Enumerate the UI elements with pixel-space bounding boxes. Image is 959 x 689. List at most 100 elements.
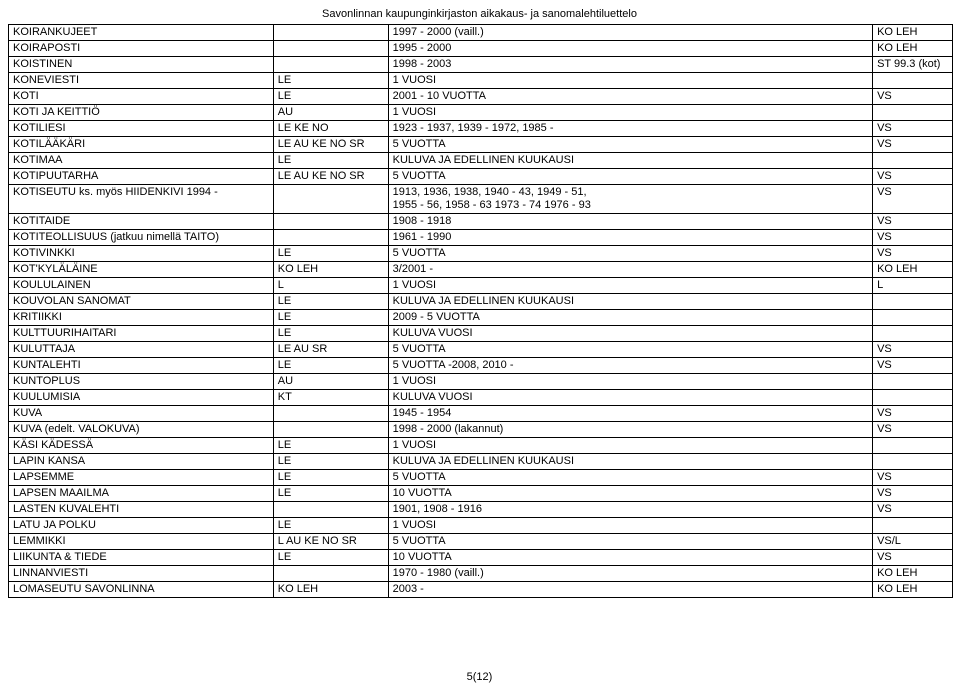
- table-cell: 10 VUOTTA: [388, 486, 872, 502]
- table-cell: 1901, 1908 - 1916: [388, 502, 872, 518]
- table-cell: 5 VUOTTA: [388, 137, 872, 153]
- table-cell: 1923 - 1937, 1939 - 1972, 1985 -: [388, 121, 872, 137]
- table-row: KOTILÄÄKÄRILE AU KE NO SR5 VUOTTAVS: [9, 137, 953, 153]
- table-cell: [273, 214, 388, 230]
- table-cell: L: [273, 278, 388, 294]
- table-cell: KOT'KYLÄLÄINE: [9, 262, 274, 278]
- table-cell: 5 VUOTTA -2008, 2010 -: [388, 358, 872, 374]
- table-cell: KOTI: [9, 89, 274, 105]
- table-cell: LE: [273, 294, 388, 310]
- table-cell: KOTITEOLLISUUS (jatkuu nimellä TAITO): [9, 230, 274, 246]
- table-cell: 1 VUOSI: [388, 105, 872, 121]
- table-cell: KO LEH: [273, 582, 388, 598]
- table-cell: LAPSEN MAAILMA: [9, 486, 274, 502]
- table-cell: KOTIPUUTARHA: [9, 169, 274, 185]
- table-cell: LAPSEMME: [9, 470, 274, 486]
- table-cell: KOTILÄÄKÄRI: [9, 137, 274, 153]
- table-row: KOTILIESILE KE NO1923 - 1937, 1939 - 197…: [9, 121, 953, 137]
- table-cell: LE: [273, 454, 388, 470]
- table-cell: 1913, 1936, 1938, 1940 - 43, 1949 - 51,1…: [388, 185, 872, 214]
- table-cell: [273, 185, 388, 214]
- table-cell: KT: [273, 390, 388, 406]
- table-cell: 1945 - 1954: [388, 406, 872, 422]
- table-cell: VS: [873, 550, 953, 566]
- table-cell: LE AU KE NO SR: [273, 169, 388, 185]
- table-cell: KÄSI KÄDESSÄ: [9, 438, 274, 454]
- table-row: KUVA1945 - 1954VS: [9, 406, 953, 422]
- table-row: KÄSI KÄDESSÄLE1 VUOSI: [9, 438, 953, 454]
- table-row: LAPSEMMELE5 VUOTTAVS: [9, 470, 953, 486]
- table-cell: ST 99.3 (kot): [873, 57, 953, 73]
- table-cell: VS: [873, 89, 953, 105]
- table-cell: KOTI JA KEITTIÖ: [9, 105, 274, 121]
- table-cell: LE: [273, 246, 388, 262]
- table-cell: [273, 230, 388, 246]
- table-row: KOT'KYLÄLÄINEKO LEH3/2001 -KO LEH: [9, 262, 953, 278]
- table-cell: 1998 - 2003: [388, 57, 872, 73]
- table-row: KUNTOPLUSAU1 VUOSI: [9, 374, 953, 390]
- table-cell: KOISTINEN: [9, 57, 274, 73]
- table-cell: [273, 422, 388, 438]
- table-cell: L: [873, 278, 953, 294]
- table-cell: LATU JA POLKU: [9, 518, 274, 534]
- page-header: Savonlinnan kaupunginkirjaston aikakaus-…: [0, 0, 959, 24]
- table-cell: 1995 - 2000: [388, 41, 872, 57]
- table-cell: KONEVIESTI: [9, 73, 274, 89]
- table-cell: LE: [273, 358, 388, 374]
- table-cell: [873, 310, 953, 326]
- table-cell: [273, 502, 388, 518]
- table-cell: [273, 566, 388, 582]
- table-cell: LE: [273, 550, 388, 566]
- table-cell: [873, 518, 953, 534]
- table-cell: KO LEH: [273, 262, 388, 278]
- table-cell: 1 VUOSI: [388, 278, 872, 294]
- table-cell: 3/2001 -: [388, 262, 872, 278]
- table-cell: [873, 454, 953, 470]
- table-cell: 2009 - 5 VUOTTA: [388, 310, 872, 326]
- page-footer: 5(12): [0, 671, 959, 683]
- table-row: LAPIN KANSALEKULUVA JA EDELLINEN KUUKAUS…: [9, 454, 953, 470]
- table-cell: KOIRANKUJEET: [9, 25, 274, 41]
- table-cell: LE: [273, 438, 388, 454]
- table-cell: VS: [873, 358, 953, 374]
- table-row: LEMMIKKIL AU KE NO SR5 VUOTTAVS/L: [9, 534, 953, 550]
- table-cell: 2001 - 10 VUOTTA: [388, 89, 872, 105]
- table-cell: AU: [273, 374, 388, 390]
- table-cell: VS: [873, 470, 953, 486]
- table-cell: KO LEH: [873, 582, 953, 598]
- table-cell: 1998 - 2000 (lakannut): [388, 422, 872, 438]
- table-cell: 1961 - 1990: [388, 230, 872, 246]
- table-row: KOTISEUTU ks. myös HIIDENKIVI 1994 -1913…: [9, 185, 953, 214]
- table-cell: 1 VUOSI: [388, 73, 872, 89]
- table-cell: LE: [273, 73, 388, 89]
- table-cell: LE: [273, 153, 388, 169]
- table-cell: VS: [873, 169, 953, 185]
- table-row: KUNTALEHTILE5 VUOTTA -2008, 2010 -VS: [9, 358, 953, 374]
- table-cell: VS: [873, 214, 953, 230]
- table-cell: 5 VUOTTA: [388, 246, 872, 262]
- table-cell: VS: [873, 406, 953, 422]
- table-cell: KULUTTAJA: [9, 342, 274, 358]
- table-cell: VS: [873, 185, 953, 214]
- table-cell: KO LEH: [873, 262, 953, 278]
- table-cell: 1908 - 1918: [388, 214, 872, 230]
- table-cell: VS/L: [873, 534, 953, 550]
- table-cell: VS: [873, 230, 953, 246]
- table-cell: VS: [873, 246, 953, 262]
- table-row: KOTI JA KEITTIÖAU1 VUOSI: [9, 105, 953, 121]
- table-cell: 1970 - 1980 (vaill.): [388, 566, 872, 582]
- table-row: KUULUMISIAKTKULUVA VUOSI: [9, 390, 953, 406]
- table-cell: VS: [873, 422, 953, 438]
- table-row: KOTITAIDE1908 - 1918VS: [9, 214, 953, 230]
- table-cell: LE: [273, 486, 388, 502]
- table-row: KOIRANKUJEET1997 - 2000 (vaill.)KO LEH: [9, 25, 953, 41]
- table-row: KOTITEOLLISUUS (jatkuu nimellä TAITO) 196…: [9, 230, 953, 246]
- table-row: LINNANVIESTI1970 - 1980 (vaill.)KO LEH: [9, 566, 953, 582]
- table-cell: 5 VUOTTA: [388, 169, 872, 185]
- table-row: LAPSEN MAAILMALE10 VUOTTAVS: [9, 486, 953, 502]
- table-cell: VS: [873, 137, 953, 153]
- table-cell: LIIKUNTA & TIEDE: [9, 550, 274, 566]
- table-cell: KOUVOLAN SANOMAT: [9, 294, 274, 310]
- table-cell: LE AU KE NO SR: [273, 137, 388, 153]
- table-cell: [873, 153, 953, 169]
